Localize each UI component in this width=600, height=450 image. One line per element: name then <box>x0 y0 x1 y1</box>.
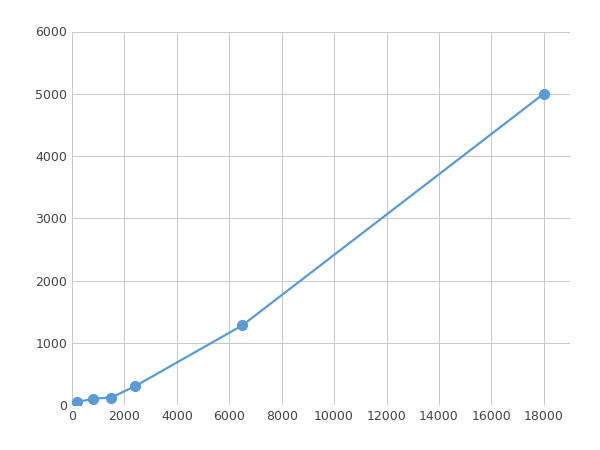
Point <box>107 394 116 401</box>
Point <box>539 90 548 97</box>
Point <box>238 322 247 329</box>
Point <box>130 382 140 390</box>
Point <box>88 395 98 402</box>
Point <box>73 398 82 405</box>
